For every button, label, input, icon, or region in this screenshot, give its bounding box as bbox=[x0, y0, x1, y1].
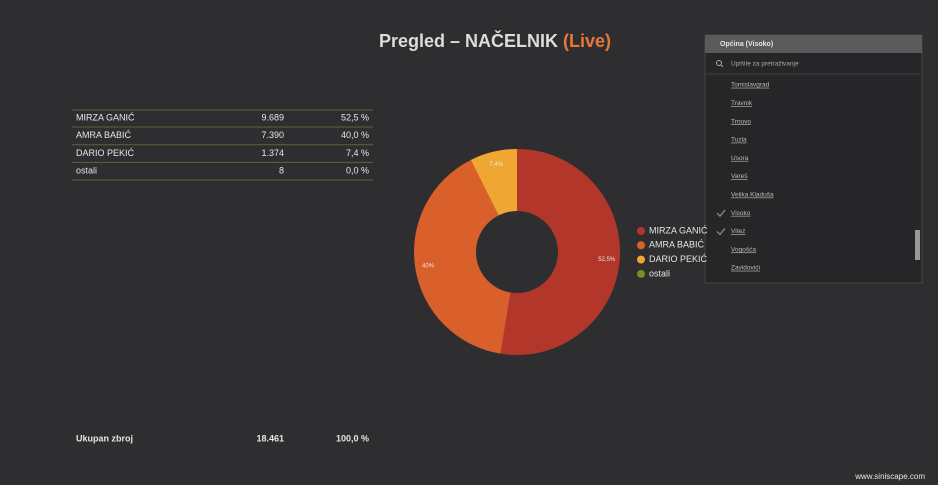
dropdown-item[interactable]: Tuzla bbox=[731, 137, 747, 144]
slice-label: 40% bbox=[422, 263, 435, 269]
search-icon bbox=[716, 60, 722, 66]
dropdown-item[interactable]: Tomislavgrad bbox=[731, 82, 770, 89]
table-cell: MIRZA GANIĆ bbox=[76, 112, 135, 122]
legend-label: ostali bbox=[649, 268, 670, 278]
title-live: (Live) bbox=[563, 31, 611, 51]
search-icon bbox=[720, 64, 724, 68]
dropdown-item[interactable]: Usora bbox=[731, 155, 749, 162]
pie-slice bbox=[470, 149, 517, 216]
dropdown-title: Općina (Visoko) bbox=[720, 41, 773, 48]
table-cell: 8 bbox=[279, 165, 284, 175]
dropdown-item[interactable]: Trnovo bbox=[731, 118, 751, 125]
legend-swatch bbox=[637, 269, 645, 278]
dropdown-item[interactable]: Vogošća bbox=[731, 246, 756, 253]
scrollbar-thumb[interactable] bbox=[915, 230, 920, 260]
table-cell: DARIO PEKIĆ bbox=[76, 148, 135, 158]
slice-label: 7,4% bbox=[489, 162, 503, 168]
legend-swatch bbox=[637, 227, 645, 235]
table-cell: 1.374 bbox=[261, 148, 284, 158]
dropdown-item[interactable]: Visoko bbox=[731, 210, 751, 217]
check-icon bbox=[716, 209, 726, 218]
legend-swatch bbox=[637, 241, 645, 250]
table-cell: 40,0 % bbox=[341, 130, 369, 140]
footer-site: www.siniscape.com bbox=[854, 472, 925, 481]
table-cell: 7,4 % bbox=[346, 148, 369, 158]
legend-label: MIRZA GANIĆ bbox=[649, 225, 708, 235]
table-cell: AMRA BABIĆ bbox=[76, 130, 132, 140]
dropdown-item[interactable]: Zavidovići bbox=[731, 265, 760, 272]
dropdown-item[interactable]: Vitez bbox=[731, 228, 745, 235]
dropdown-item[interactable]: Velika Kladuša bbox=[731, 192, 774, 199]
table-cell: 9.689 bbox=[261, 112, 284, 122]
dropdown-header bbox=[705, 35, 922, 53]
legend-swatch bbox=[637, 255, 645, 264]
check-icon bbox=[716, 227, 726, 236]
slice-label: 52,5% bbox=[598, 257, 616, 263]
legend-label: AMRA BABIĆ bbox=[649, 240, 705, 250]
table-cell: ostali bbox=[76, 165, 97, 175]
pie-slice bbox=[500, 149, 621, 355]
dropdown-panel bbox=[704, 34, 923, 284]
table-cell: 0,0 % bbox=[346, 165, 369, 175]
dropdown[interactable]: Općina (Visoko) Upišite za pretraživanje… bbox=[704, 34, 923, 284]
table-cell: 7.390 bbox=[261, 130, 284, 140]
search-input[interactable]: Upišite za pretraživanje bbox=[731, 61, 799, 68]
dropdown-item[interactable]: Vareš bbox=[731, 173, 748, 180]
total-cell: Ukupan zbroj bbox=[76, 433, 133, 443]
legend-label: DARIO PEKIĆ bbox=[649, 254, 708, 264]
pie-slice bbox=[414, 159, 511, 354]
title-text: Pregled – NAČELNIK bbox=[379, 30, 558, 51]
dropdown-item[interactable]: Travnik bbox=[731, 100, 753, 107]
total-cell: 100,0 % bbox=[336, 433, 369, 443]
table-cell: 52,5 % bbox=[341, 112, 369, 122]
total-cell: 18.461 bbox=[256, 433, 284, 443]
page-title: Pregled – NAČELNIK (Live) bbox=[379, 30, 611, 51]
